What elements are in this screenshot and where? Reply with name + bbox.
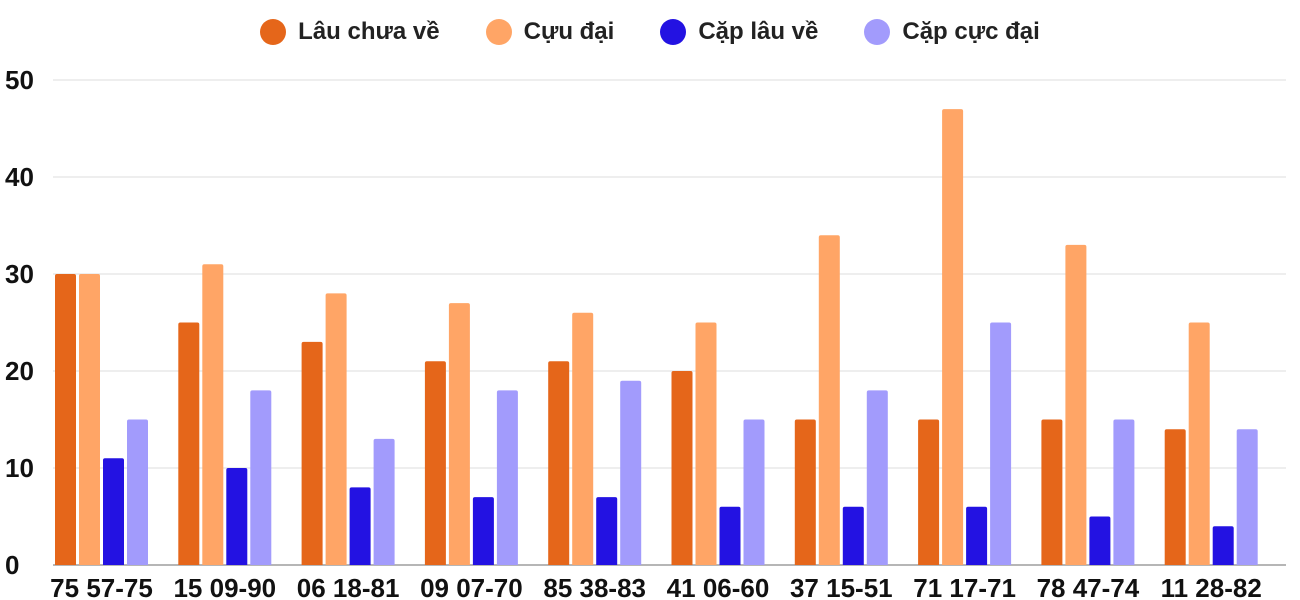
bar-cặp-lâu-về-0[interactable]: [103, 458, 124, 565]
bar-cựu-đại-1[interactable]: [202, 264, 224, 565]
bar-cặp-cực-đại-7[interactable]: [990, 322, 1012, 566]
x-tick-label: 41 06-60: [667, 573, 770, 600]
x-tick-label: 71 17-71: [913, 573, 1016, 600]
bar-cặp-cực-đại-2[interactable]: [373, 438, 395, 565]
bar-lâu-chưa-về-3[interactable]: [424, 361, 446, 565]
bar-lâu-chưa-về-8[interactable]: [1041, 419, 1063, 566]
chart-legend: Lâu chưa về Cựu đại Cặp lâu về Cặp cực đ…: [0, 12, 1300, 52]
bar-cặp-lâu-về-2[interactable]: [349, 487, 371, 565]
legend-item-cuu-dai[interactable]: Cựu đại: [485, 18, 615, 46]
x-tick-label: 15 09-90: [173, 573, 276, 600]
bar-lâu-chưa-về-7[interactable]: [918, 419, 940, 566]
bar-cặp-lâu-về-3[interactable]: [472, 497, 494, 565]
bar-cặp-cực-đại-4[interactable]: [620, 380, 642, 565]
x-tick-label: 75 57-75: [50, 573, 153, 600]
legend-swatch: [864, 19, 891, 45]
y-tick-label: 30: [5, 259, 34, 289]
legend-label: Cặp cực đại: [902, 18, 1040, 45]
legend-item-cap-lau-ve[interactable]: Cặp lâu về: [660, 18, 818, 46]
bar-lâu-chưa-về-1[interactable]: [178, 322, 200, 566]
y-tick-label: 0: [5, 550, 19, 580]
legend-item-cap-cuc-dai[interactable]: Cặp cực đại: [864, 18, 1040, 46]
legend-swatch: [660, 19, 687, 45]
bar-lâu-chưa-về-6[interactable]: [794, 419, 816, 566]
bar-cựu-đại-6[interactable]: [818, 235, 840, 565]
x-tick-label: 06 18-81: [297, 573, 400, 600]
bar-cặp-cực-đại-3[interactable]: [496, 390, 518, 565]
bar-cựu-đại-9[interactable]: [1188, 322, 1210, 566]
legend-label: Cặp lâu về: [698, 18, 819, 45]
bar-cặp-cực-đại-9[interactable]: [1236, 429, 1258, 565]
bar-cặp-cực-đại-8[interactable]: [1113, 419, 1135, 566]
y-axis-ticks: 0 10 20 30 40 50: [5, 65, 34, 580]
bar-cặp-cực-đại-0[interactable]: [127, 419, 148, 566]
legend-item-lau-chua-ve[interactable]: Lâu chưa về: [260, 18, 440, 46]
bar-cặp-cực-đại-6[interactable]: [866, 390, 888, 565]
bar-cựu-đại-2[interactable]: [325, 293, 347, 565]
bar-cặp-lâu-về-1[interactable]: [226, 468, 248, 565]
y-tick-label: 10: [5, 453, 34, 483]
bar-cặp-cực-đại-5[interactable]: [743, 419, 765, 566]
y-tick-label: 50: [5, 65, 34, 95]
bar-cựu-đại-8[interactable]: [1065, 244, 1087, 565]
bar-lâu-chưa-về-0[interactable]: [55, 274, 76, 565]
x-tick-label: 85 38-83: [543, 573, 646, 600]
bar-cặp-lâu-về-5[interactable]: [719, 506, 741, 565]
bar-lâu-chưa-về-5[interactable]: [671, 371, 693, 565]
y-tick-label: 20: [5, 356, 34, 386]
x-tick-label: 78 47-74: [1037, 573, 1140, 600]
bar-cựu-đại-5[interactable]: [695, 322, 717, 566]
bar-cặp-lâu-về-9[interactable]: [1212, 526, 1234, 565]
bars: [55, 109, 1258, 565]
bar-cựu-đại-7[interactable]: [942, 109, 964, 565]
bar-cựu-đại-0[interactable]: [79, 274, 100, 565]
bar-cặp-cực-đại-1[interactable]: [250, 390, 272, 565]
bar-lâu-chưa-về-9[interactable]: [1164, 429, 1186, 565]
legend-label: Cựu đại: [523, 18, 615, 45]
x-axis-ticks: 75 57-75 15 09-90 06 18-81 09 07-70 85 38-83…: [50, 573, 1262, 600]
legend-label: Lâu chưa về: [298, 18, 440, 45]
legend-swatch: [260, 19, 287, 45]
bar-lâu-chưa-về-4[interactable]: [548, 361, 570, 565]
x-tick-label: 09 07-70: [420, 573, 523, 600]
bar-cặp-lâu-về-8[interactable]: [1089, 516, 1111, 566]
y-tick-label: 40: [5, 162, 34, 192]
x-tick-label: 37 15-51: [790, 573, 893, 600]
bar-cặp-lâu-về-7[interactable]: [966, 506, 988, 565]
x-tick-label: 11 28-82: [1161, 573, 1262, 600]
bar-lâu-chưa-về-2[interactable]: [301, 341, 323, 565]
bar-cựu-đại-4[interactable]: [572, 312, 594, 565]
legend-swatch: [485, 19, 512, 45]
bar-cặp-lâu-về-4[interactable]: [596, 497, 618, 565]
bar-cặp-lâu-về-6[interactable]: [842, 506, 864, 565]
bar-cựu-đại-3[interactable]: [448, 303, 470, 565]
